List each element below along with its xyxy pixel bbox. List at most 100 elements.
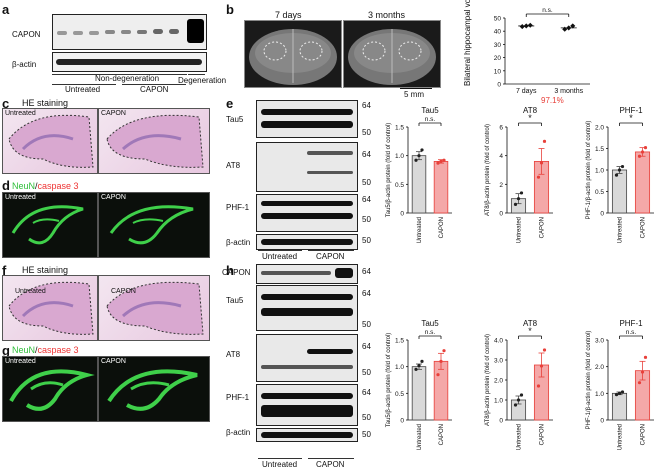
h-group-capon: CAPON [316,460,345,469]
e-group-untreated: Untreated [262,252,298,261]
h-tau5-xtick-label: CAPON [439,424,445,445]
panel-label-e: e [226,96,234,111]
h-blot-tau5 [256,285,358,331]
h-tau5-bar-capon [433,360,449,421]
blot-a-capon-line [122,84,186,85]
h-phf1-ytick-label: 1.0 [595,391,604,398]
e-at8-point [513,202,518,206]
h-at8-ytick-label: 3.0 [494,358,503,365]
panel-label-h: h [226,263,234,278]
e-tau5-point [436,161,440,165]
h-mw-64b: 64 [362,289,371,298]
b-point [519,24,525,30]
h-tau5-ytick-label: 1.0 [395,364,404,371]
h-at8-point [536,384,541,388]
h-at8-ytick-label: 0 [499,418,503,425]
e-tau5-ylabel: Tau5/β-actin protein (fold of control) [386,123,392,218]
h-phf1-point [643,355,648,359]
b-ytick-label: 40 [494,29,502,36]
e-at8-point [519,191,524,195]
g-title-sep: / [35,345,38,355]
h-row-tau5: Tau5 [226,296,244,305]
g-title-neun: NeuN [12,345,36,355]
e-at8-point [516,197,521,201]
e-tau5-title: Tau5 [421,106,439,115]
h-at8-ytick-label: 2.0 [494,378,503,385]
h-phf1-xtick-label: CAPON [641,424,647,445]
f-image-untreated: Untreated [2,275,98,341]
d-label-capon: CAPON [101,194,126,201]
e-phf1-xtick-label: CAPON [641,217,647,238]
e-at8-ytick-label: 4 [499,153,503,160]
e-mw-50c: 50 [362,215,371,224]
b-ytick-label: 50 [494,16,502,23]
h-mw-64d: 64 [362,388,371,397]
c-image-capon: CAPON [98,108,210,174]
e-phf1-ylabel: PHF-1/β-actin protein (fold of control) [586,121,592,220]
g-title-caspase: caspase 3 [37,345,79,355]
h-phf1-sig-label: n.s. [626,329,637,336]
e-tau5-sig-label: n.s. [425,116,436,123]
e-phf1-ytick-label: 0 [600,211,604,218]
b-ytick-label: 0 [497,82,501,89]
e-mw-50d: 50 [362,236,371,245]
e-phf1-ytick-label: 0.5 [595,189,604,196]
h-at8-ytick-label: 4.0 [494,338,503,345]
h-mw-64a: 64 [362,267,371,276]
e-at8-ytick-label: 2 [499,182,503,189]
e-phf1-title: PHF-1 [619,106,643,115]
h-at8-point [516,398,521,402]
h-tau5-bar-untreated [411,366,427,421]
d-label-untreated: Untreated [5,194,36,201]
e-phf1-sig-label: * [629,113,633,123]
h-mw-64c: 64 [362,342,371,351]
h-tau5-sig-label: n.s. [425,329,436,336]
h-phf1-title: PHF-1 [619,319,643,328]
h-phf1-ytick-label: 0 [600,418,604,425]
blot-a-group-nondeg: Non-degeneration [95,74,160,83]
e-at8-sig-label: * [528,113,532,123]
h-tau5-point [436,373,440,377]
e-at8-title: AT8 [523,106,538,115]
mri-label-7days: 7 days [275,10,302,20]
h-untreated-line [258,458,302,459]
h-capon-line [308,458,354,459]
h-at8-xtick-label: Untreated [517,424,523,450]
h-blot-at8 [256,334,358,382]
f-title: HE staining [22,265,69,275]
blot-a-row-capon: CAPON [12,30,41,39]
c-label-untreated: Untreated [5,110,36,117]
mri-image-7days [244,20,342,88]
h-blot-capon [256,264,358,284]
e-at8-point [542,139,547,143]
h-at8-xtick-label: CAPON [540,424,546,445]
h-tau5-ytick-label: 1.5 [395,338,404,345]
e-phf1-point [640,150,645,154]
h-phf1-xtick-label: Untreated [618,424,624,450]
panel-label-g: g [2,343,10,358]
d-title: NeuN/caspase 3 [12,181,79,191]
h-tau5-title: Tau5 [421,319,439,328]
b-point [527,22,533,28]
d-image-untreated: Untreated [2,192,98,258]
e-tau5-point [439,159,443,163]
mri-image-3months [343,20,441,88]
h-group-untreated: Untreated [262,460,298,469]
blot-a-group-deg: Degeneration [178,76,227,85]
e-phf1-point [643,146,648,150]
e-mw-50a: 50 [362,128,371,137]
h-phf1-point [614,393,619,397]
h-mw-50c: 50 [362,413,371,422]
b-xtick-label: 3 months [554,88,583,95]
d-title-sep: / [35,181,38,191]
blot-a-nondeg-line [52,74,187,75]
h-at8-title: AT8 [523,319,538,328]
h-tau5-ytick-label: 0.5 [395,391,404,398]
h-phf1-point [640,370,645,374]
blot-a-untreated-line [52,84,116,85]
e-at8-xtick-label: Untreated [517,217,523,243]
e-row-tau5: Tau5 [226,115,244,124]
blot-a-actin [52,52,207,72]
e-at8-xtick-label: CAPON [540,217,546,238]
e-blot-phf1 [256,194,358,232]
